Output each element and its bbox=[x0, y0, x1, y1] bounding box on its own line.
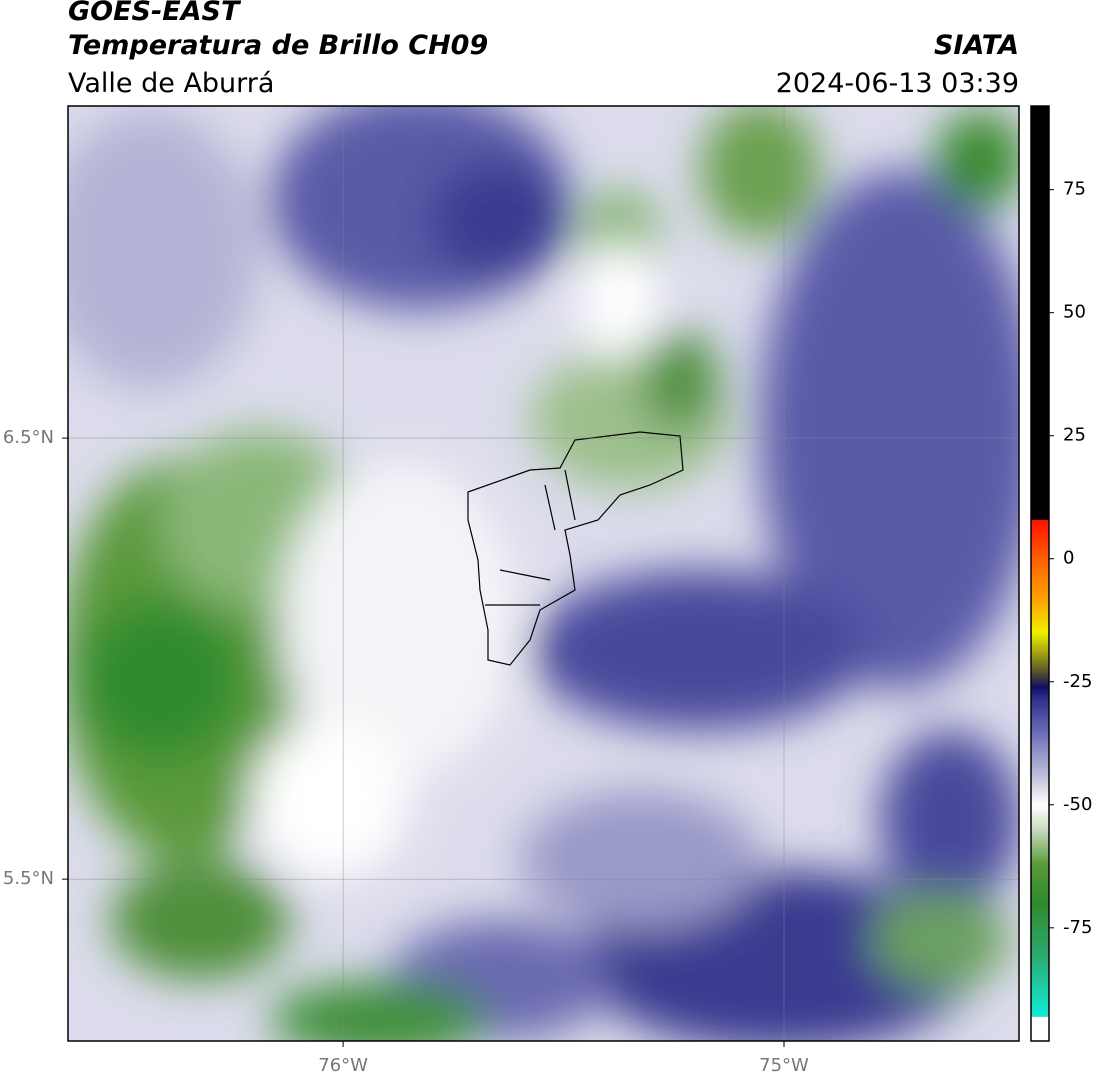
colorbar-segment bbox=[1031, 558, 1049, 599]
colorbar-segment bbox=[1031, 903, 1049, 953]
colorbar-segment bbox=[1031, 696, 1049, 732]
satellite-image bbox=[68, 106, 1019, 1041]
municipal-boundaries bbox=[467, 431, 684, 666]
region-subtitle: Valle de Aburrá bbox=[68, 68, 274, 99]
colorbar-segment bbox=[1031, 829, 1049, 865]
colorbar-tick-label: 25 bbox=[1063, 425, 1086, 446]
map-grid bbox=[62, 106, 1019, 1047]
map-frame bbox=[67, 105, 1020, 1042]
y-tick-label: 6.5°N bbox=[3, 427, 54, 448]
colorbar bbox=[1031, 106, 1054, 1042]
product-title: Temperatura de Brillo CH09 bbox=[68, 30, 488, 61]
colorbar-tick-label: 50 bbox=[1063, 302, 1086, 323]
colorbar-segment bbox=[1031, 632, 1049, 668]
timestamp: 2024-06-13 03:39 bbox=[776, 68, 1019, 99]
colorbar-segment bbox=[1031, 863, 1049, 904]
colorbar-segment bbox=[1031, 952, 1049, 1017]
source-label: SIATA bbox=[934, 30, 1019, 61]
colorbar-segment bbox=[1031, 598, 1049, 634]
x-tick-label: 75°W bbox=[759, 1055, 809, 1076]
colorbar-segment bbox=[1031, 1016, 1049, 1042]
colorbar-tick-label: -75 bbox=[1063, 917, 1092, 938]
colorbar-segment bbox=[1031, 804, 1049, 830]
x-tick-label: 76°W bbox=[318, 1055, 368, 1076]
y-tick-label: 5.5°N bbox=[3, 868, 54, 889]
colorbar-tick-label: 0 bbox=[1063, 548, 1074, 569]
colorbar-frame bbox=[1030, 105, 1050, 1042]
colorbar-segment bbox=[1031, 730, 1049, 781]
colorbar-tick-label: 75 bbox=[1063, 179, 1086, 200]
colorbar-tick-label: -50 bbox=[1063, 794, 1092, 815]
colorbar-segment bbox=[1031, 106, 1049, 520]
colorbar-segment bbox=[1031, 519, 1049, 560]
satellite-title: GOES-EAST bbox=[68, 0, 242, 27]
colorbar-segment bbox=[1031, 686, 1049, 698]
colorbar-tick-label: -25 bbox=[1063, 671, 1092, 692]
colorbar-segment bbox=[1031, 667, 1049, 688]
colorbar-segment bbox=[1031, 780, 1049, 806]
